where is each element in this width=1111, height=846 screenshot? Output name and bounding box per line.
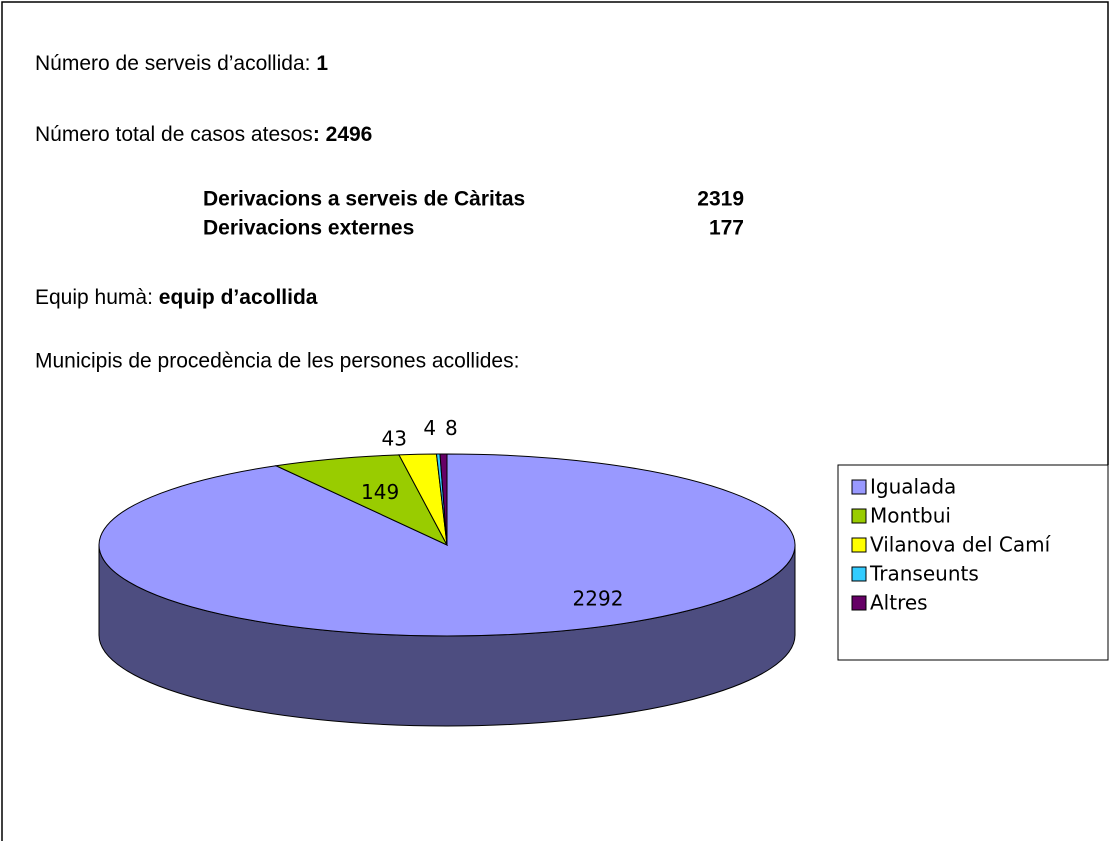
- legend-label: Igualada: [870, 475, 956, 499]
- legend-swatch: [851, 508, 867, 524]
- services-line: Número de serveis d’acollida: 1: [35, 52, 328, 75]
- legend-label: Transeunts: [869, 562, 979, 586]
- data-label: 2292: [573, 587, 624, 611]
- legend-swatch: [851, 566, 867, 582]
- team-label: Equip humà:: [35, 286, 153, 309]
- data-label: 8: [445, 416, 458, 440]
- pie-slice: [439, 453, 448, 546]
- team-value: equip d’acollida: [159, 286, 318, 309]
- legend-swatch: [851, 537, 867, 553]
- data-label: 43: [381, 426, 406, 450]
- data-label: 4: [423, 416, 436, 440]
- referral-label: Derivacions a serveis de Càritas: [203, 188, 525, 211]
- legend-swatch: [851, 595, 867, 611]
- referral-value: 2319: [697, 188, 744, 211]
- pie-slice: [274, 454, 449, 547]
- legend-label: Montbui: [870, 504, 951, 528]
- total-label: Número total de casos atesos: [35, 123, 313, 146]
- services-value: 1: [316, 52, 328, 75]
- services-label: Número de serveis d’acollida:: [35, 52, 310, 75]
- referral-label: Derivacions externes: [203, 217, 414, 240]
- legend-label: Vilanova del Camí: [870, 533, 1052, 557]
- origin-line: Municipis de procedència de les persones…: [35, 350, 519, 373]
- data-label: 149: [361, 480, 399, 504]
- team-line: Equip humà: equip d’acollida: [35, 286, 318, 309]
- referral-value: 177: [709, 217, 744, 240]
- legend-box: [837, 464, 1109, 661]
- total-line: Número total de casos atesos: 2496: [35, 123, 372, 146]
- legend-label: Altres: [870, 591, 928, 615]
- total-value: : 2496: [313, 123, 373, 146]
- legend-swatch: [851, 479, 867, 495]
